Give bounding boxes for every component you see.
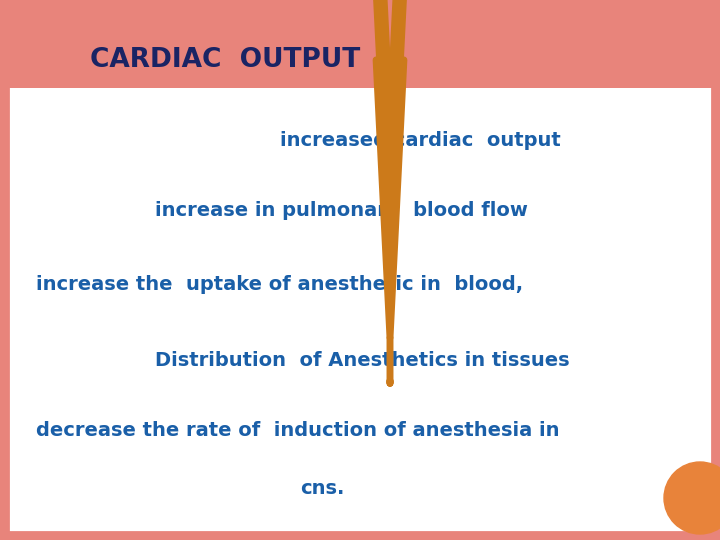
Text: decrease the rate of  induction of anesthesia in: decrease the rate of induction of anesth… (36, 421, 559, 440)
Text: increase in pulmonary  blood flow: increase in pulmonary blood flow (155, 200, 528, 219)
Text: Distribution  of Anesthetics in tissues: Distribution of Anesthetics in tissues (155, 350, 570, 369)
Text: CARDIAC  OUTPUT: CARDIAC OUTPUT (90, 47, 360, 73)
Text: increase the  uptake of anesthetic in  blood,: increase the uptake of anesthetic in blo… (36, 275, 523, 294)
Text: increased cardiac  output: increased cardiac output (280, 131, 561, 150)
Text: cns.: cns. (300, 478, 344, 497)
Circle shape (664, 462, 720, 534)
Bar (8, 8, 712, 88)
